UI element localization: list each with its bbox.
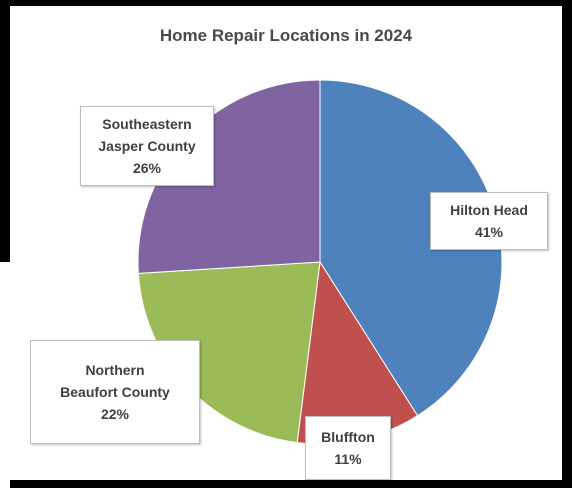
- panel-edge: [0, 262, 10, 488]
- data-label-northern-beaufort-county: Northern Beaufort County 22%: [30, 340, 200, 444]
- data-label-name-line: Bluffton: [321, 429, 375, 445]
- chart-title: Home Repair Locations in 2024: [159, 26, 413, 45]
- data-label-name-line: Northern: [85, 362, 145, 378]
- data-label-percent: 41%: [474, 224, 504, 240]
- data-label-hilton-head: Hilton Head 41%: [430, 192, 548, 250]
- data-label-percent: 26%: [132, 160, 162, 176]
- data-label-name-line: Southeastern: [102, 116, 192, 132]
- data-label-southeastern-jasper-county: Southeastern Jasper County 26%: [80, 106, 214, 186]
- data-label-name-line: Beaufort County: [60, 384, 170, 400]
- data-label-bluffton: Bluffton 11%: [305, 416, 391, 480]
- data-label-name-line: Hilton Head: [450, 202, 528, 218]
- data-label-name-line: Jasper County: [98, 138, 196, 154]
- data-label-percent: 11%: [334, 451, 362, 467]
- data-label-percent: 22%: [100, 406, 130, 422]
